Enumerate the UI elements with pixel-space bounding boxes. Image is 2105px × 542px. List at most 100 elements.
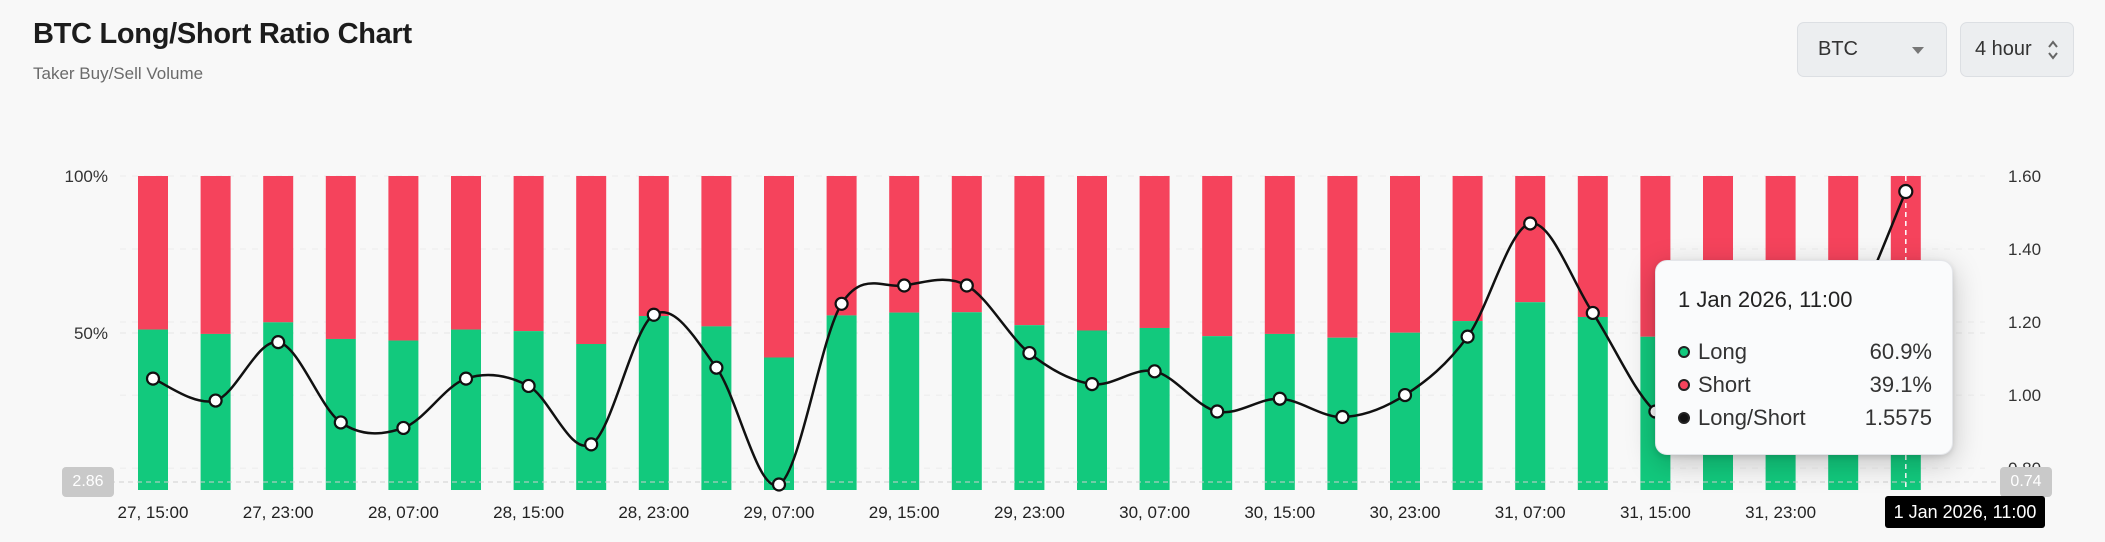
ratio-point (1585, 305, 1600, 321)
ratio-line (152, 191, 1907, 487)
ratio-point (646, 307, 661, 322)
bar-short (513, 176, 544, 332)
ratio-point (959, 278, 974, 293)
tooltip-label: Long/Short (1698, 404, 1806, 430)
coin-select-value: BTC (1818, 38, 1858, 60)
tooltip-value: 1.5575 (1864, 404, 1932, 430)
coin-select[interactable]: BTC (1797, 22, 1947, 77)
tooltip-value: 39.1% (1869, 371, 1932, 397)
tooltip-label: Long (1698, 338, 1747, 364)
bar-short (1515, 176, 1546, 303)
bar-long (1452, 321, 1483, 490)
x-axis-tick-label: 30, 23:00 (1370, 503, 1441, 522)
bar-long (451, 329, 481, 490)
ratio-point (271, 335, 286, 350)
page-subtitle: Taker Buy/Sell Volume (33, 64, 204, 83)
bar-long (1139, 327, 1170, 490)
bar-long (200, 333, 231, 490)
bar-long (263, 322, 294, 490)
x-axis-tick-label: 31, 07:00 (1495, 503, 1566, 522)
ratio-point (396, 420, 411, 436)
x-axis-tick-label: 29, 23:00 (994, 503, 1065, 522)
bar-short (1139, 176, 1170, 328)
crosshair-left-value-badge: 2.86 (62, 467, 114, 497)
bar-short (325, 176, 356, 339)
short-dot-icon (1678, 378, 1690, 391)
bar-short (764, 176, 794, 358)
crosshair-right-value-badge: 0.74 (2000, 467, 2052, 497)
crosshair-x-label: 1 Jan 2026, 11:00 (1885, 496, 2045, 528)
ratio-point (1210, 404, 1225, 419)
interval-select-value: 4 hour (1975, 38, 2032, 60)
ratio-point (1084, 377, 1100, 392)
bar-long (576, 343, 607, 490)
page-title: BTC Long/Short Ratio Chart (33, 18, 412, 50)
x-axis-tick-label: 27, 15:00 (118, 503, 189, 522)
bar-short (576, 176, 607, 344)
chart-tooltip: 1 Jan 2026, 11:00 Long 60.9% Short 39.1%… (1655, 260, 1953, 455)
bar-long (325, 338, 356, 490)
interval-select[interactable]: 4 hour (1960, 22, 2074, 77)
bar-short (1077, 176, 1107, 331)
tooltip-row-long: Long 60.9% (1678, 335, 1932, 368)
bar-short (138, 176, 168, 330)
ratio-point (584, 437, 599, 452)
tooltip-row-short: Short 39.1% (1678, 368, 1932, 401)
x-axis-tick-label: 29, 07:00 (744, 503, 815, 522)
bar-long (138, 329, 168, 490)
tooltip-label: Short (1698, 371, 1751, 397)
right-axis-tick-label: 1.20 (2008, 313, 2041, 332)
bar-long (951, 312, 982, 490)
bar-long (1264, 333, 1295, 490)
left-axis: 100% 50% (65, 167, 108, 343)
ratio-point (1397, 387, 1413, 403)
bar-long (1077, 330, 1107, 490)
bar-long (1390, 332, 1420, 490)
tooltip-title: 1 Jan 2026, 11:00 (1678, 287, 1853, 312)
bar-long (638, 316, 669, 490)
ratio-point (145, 371, 161, 386)
ratio-point (1523, 216, 1538, 231)
x-axis-tick-label: 28, 15:00 (493, 503, 564, 522)
bar-short (1014, 176, 1045, 326)
x-axis-tick-label: 30, 07:00 (1119, 503, 1190, 522)
bar-short (1390, 176, 1420, 333)
x-axis-tick-label: 27, 23:00 (243, 503, 314, 522)
tooltip-value: 60.9% (1869, 338, 1932, 364)
ratio-point (1898, 183, 1914, 200)
x-axis-tick-label: 29, 15:00 (869, 503, 940, 522)
bar-short (451, 176, 481, 330)
bar-long (826, 315, 857, 490)
bar-short (826, 176, 857, 316)
long-dot-icon (1678, 345, 1690, 358)
bar-short (1327, 176, 1358, 338)
bar-short (1452, 176, 1483, 322)
bar-long (889, 312, 920, 490)
bar-short (1202, 176, 1233, 337)
bar-long (1577, 316, 1608, 490)
chevron-down-icon (1912, 47, 1924, 54)
ratio-point (1460, 329, 1475, 344)
left-axis-tick-label: 50% (74, 324, 108, 343)
ratio-point (709, 360, 724, 375)
ratio-point (1272, 391, 1287, 406)
right-axis: 1.601.401.201.000.80 (2008, 167, 2041, 478)
ratio-point (333, 415, 348, 430)
ratio-point (1335, 409, 1350, 425)
ratio-point (1022, 345, 1037, 361)
bar-short (200, 176, 231, 334)
tooltip-row-ratio: Long/Short 1.5575 (1678, 401, 1932, 434)
left-axis-tick-label: 100% (65, 167, 108, 186)
ratio-line-layer (145, 183, 1914, 492)
x-axis-tick-label: 28, 23:00 (618, 503, 689, 522)
bar-short (1264, 176, 1295, 334)
ratio-point (897, 278, 912, 293)
right-axis-tick-label: 1.60 (2008, 167, 2041, 186)
bar-short (701, 176, 732, 327)
ratio-point (834, 296, 849, 311)
bar-long (1515, 302, 1546, 490)
bar-short (263, 176, 294, 323)
bar-long (513, 331, 544, 490)
ratio-point (521, 378, 536, 394)
right-axis-tick-label: 1.40 (2008, 240, 2041, 259)
